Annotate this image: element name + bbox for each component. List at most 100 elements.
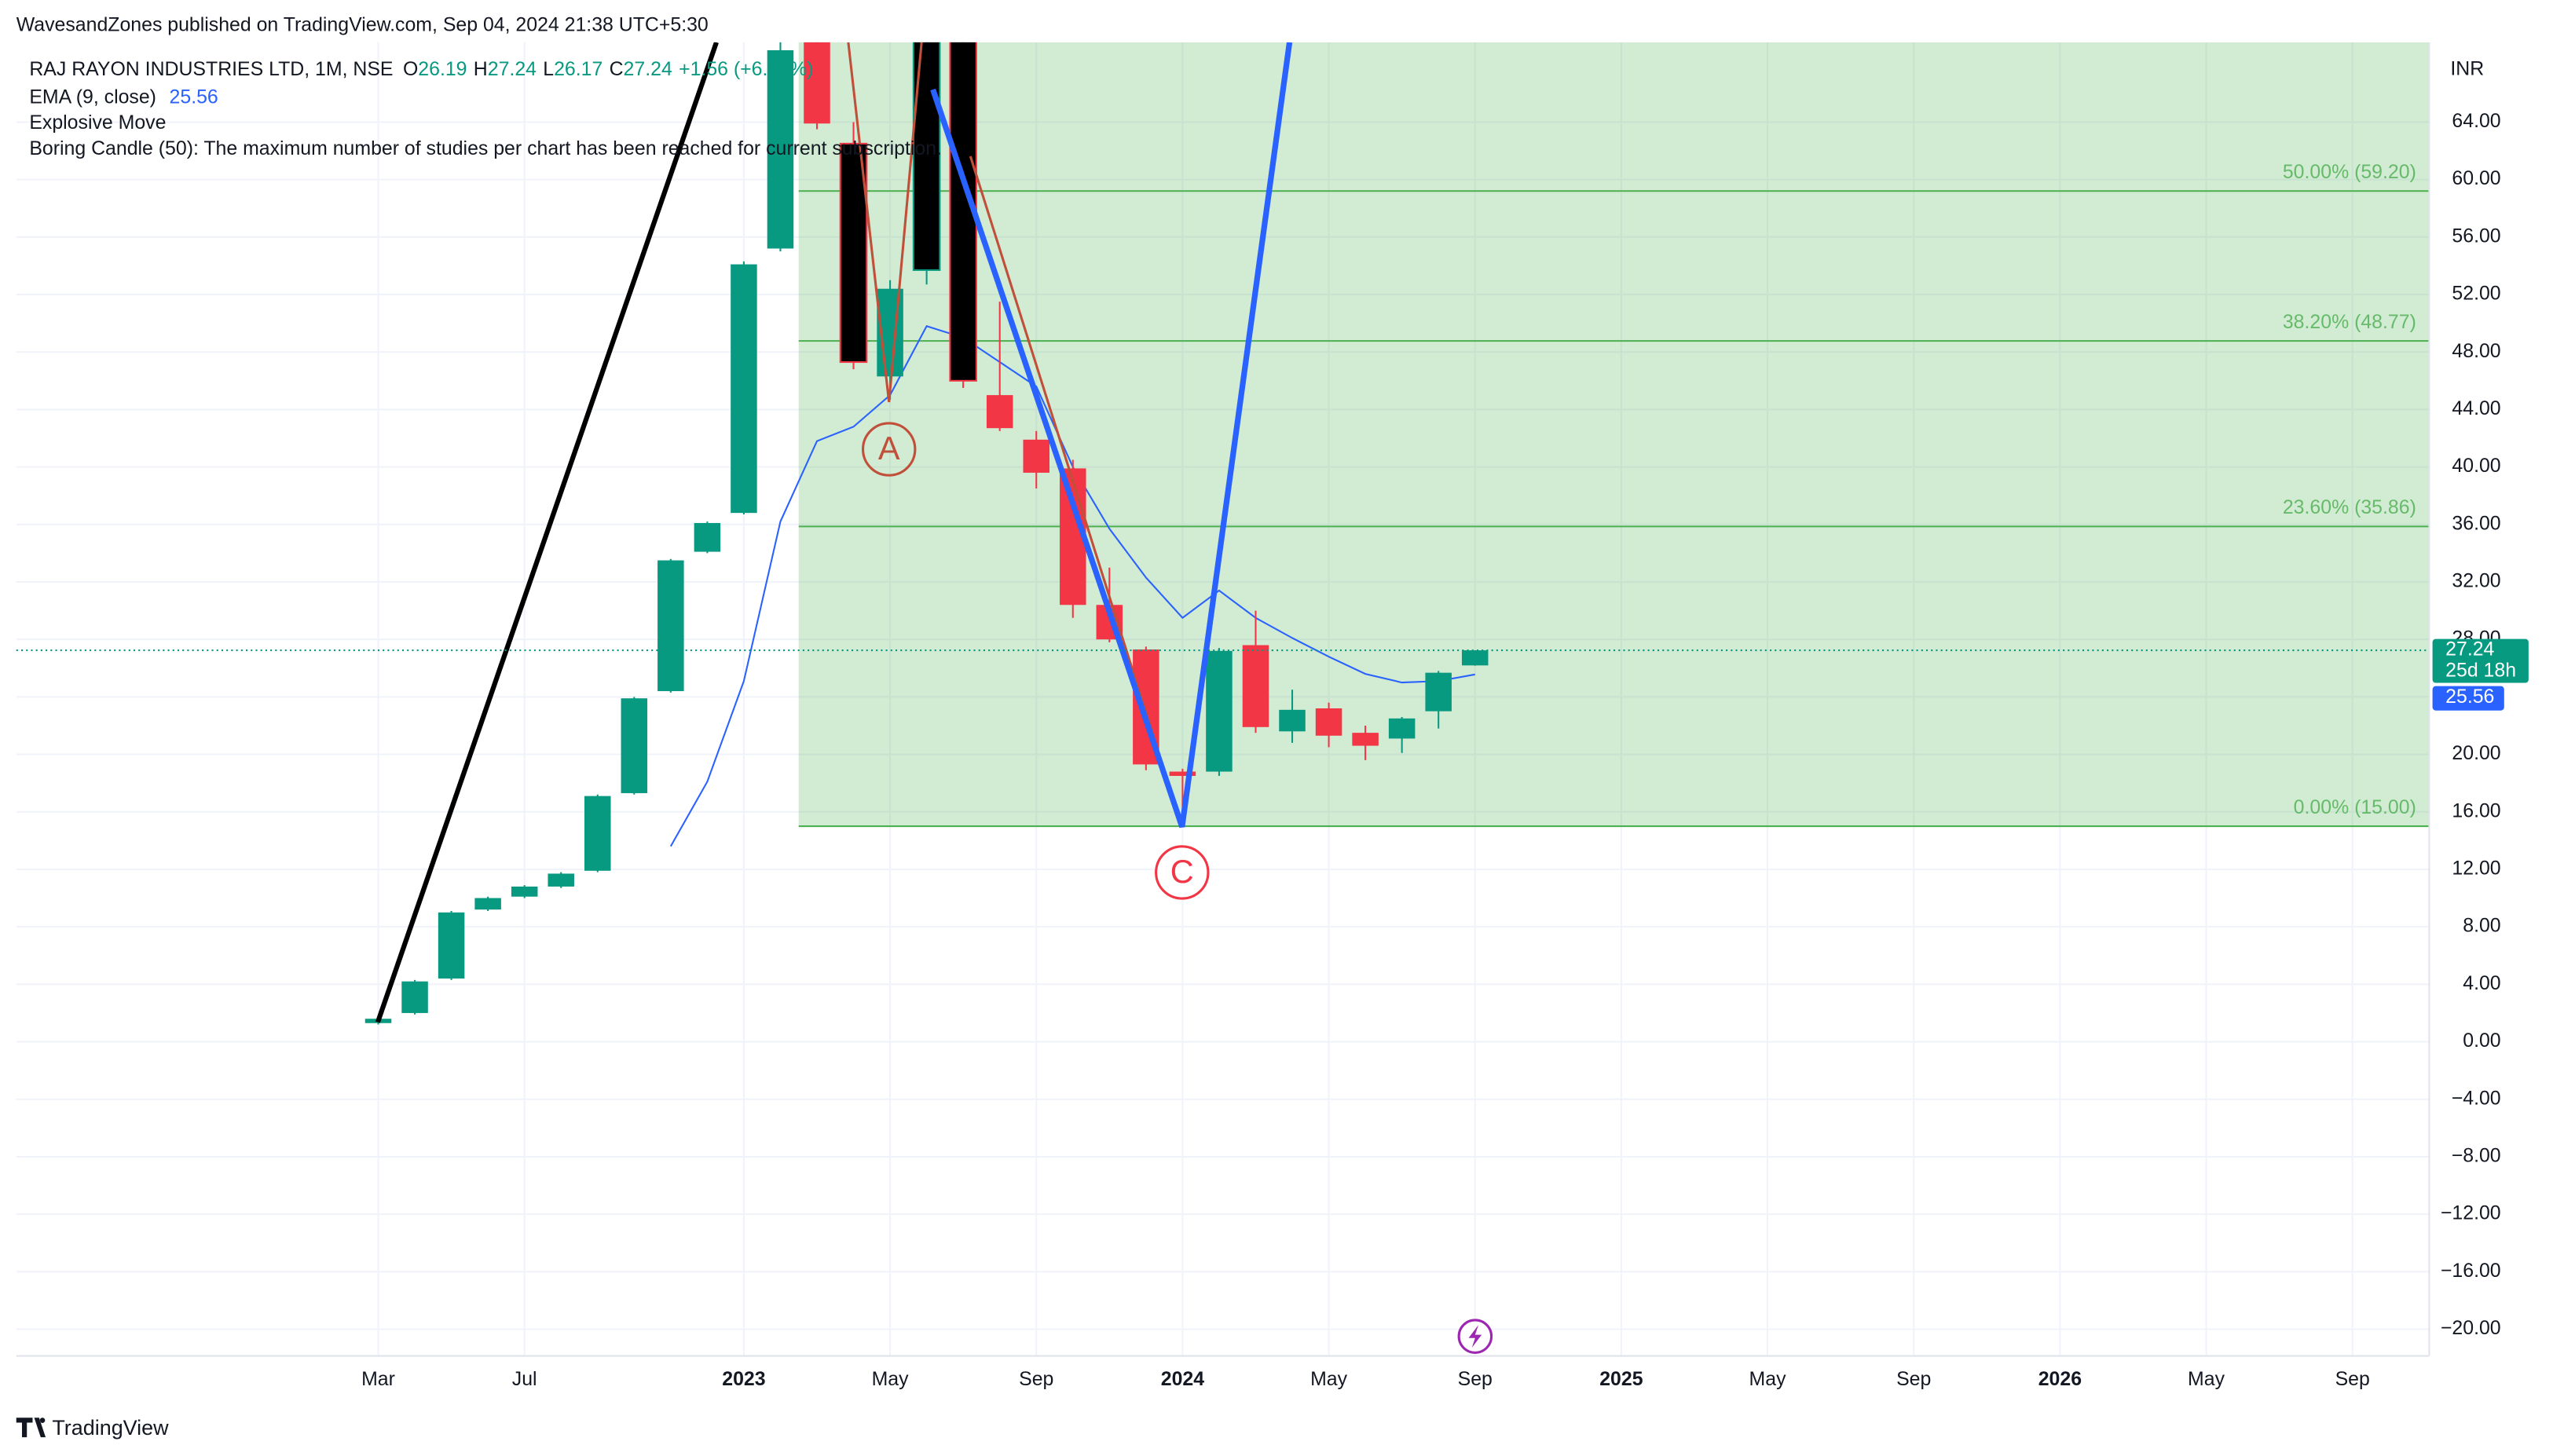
publisher: WavesandZones published on TradingView.c… [16, 14, 709, 36]
indicator: Explosive Move [29, 112, 166, 134]
legend-line: RAJ RAYON INDUSTRIES LTD, 1M, NSE O26.19 H… [29, 58, 813, 80]
x-tick-label: 2024 [1161, 1368, 1204, 1390]
y-tick-label: 56.00 [2452, 225, 2500, 247]
y-tick-label: 4.00 [2463, 972, 2500, 994]
price-label: 27.24 [2445, 638, 2494, 660]
candle-body [621, 698, 648, 793]
trend-line [375, 42, 719, 1023]
legend-ema: EMA (9, close) 25.56 [29, 86, 218, 108]
change: +1.56 (+6.07%) [679, 58, 813, 80]
y-tick-label: 44.00 [2452, 397, 2500, 419]
axes: −20.00 −16.00 −12.00 −8.00 −4.00 0.00 4.00 8.00… [361, 110, 2501, 1390]
fib-retracement: 0.00% (15.00) 23.60% (35.86) 38.20% (48.77… [798, 42, 2430, 828]
candle-body [839, 142, 868, 364]
y-tick-label: 20.00 [2452, 742, 2500, 764]
ema-value: 25.56 [170, 86, 218, 108]
x-tick-label: May [2188, 1368, 2225, 1390]
y-tick-label: 36.00 [2452, 512, 2500, 534]
y-tick-label: 60.00 [2452, 167, 2500, 189]
y-tick-label: 12.00 [2452, 858, 2500, 880]
wave-marker [1155, 845, 1210, 900]
candle-body [731, 264, 757, 514]
candle-body [438, 912, 465, 979]
candle-body [1425, 672, 1452, 712]
candle-body [1461, 650, 1489, 666]
ohlc-value: 27.24 [488, 58, 537, 80]
ohlc-value: 27.24 [624, 58, 672, 80]
candle-body [474, 898, 501, 910]
candle-body [401, 981, 428, 1013]
ema-name: EMA (9, close) [29, 86, 156, 108]
ohlc-prefix: C [610, 58, 624, 80]
projection-line [930, 42, 1293, 829]
candle-body [1388, 718, 1416, 739]
candle-body [511, 886, 538, 897]
y-tick-label: −8.00 [2452, 1144, 2501, 1166]
y-tick-label: −4.00 [2452, 1087, 2501, 1109]
y-tick-label: 8.00 [2463, 915, 2500, 937]
x-tick-label: Sep [1019, 1368, 1053, 1390]
candle-body [1315, 708, 1342, 736]
wave-label: A [878, 430, 900, 466]
candle-body [1279, 709, 1306, 732]
ohlc-value: 26.19 [418, 58, 467, 80]
ohlc-prefix: O [403, 58, 418, 80]
x-tick-label: Sep [2335, 1368, 2370, 1390]
candle-body [1352, 733, 1379, 746]
y-tick-label: 32.00 [2452, 570, 2500, 592]
fib-label: 38.20% (48.77) [2283, 311, 2416, 333]
y-tick-label: −20.00 [2441, 1317, 2501, 1339]
wave-line [847, 42, 923, 403]
x-tick-label: Jul [512, 1368, 537, 1390]
ema-box [2432, 686, 2504, 711]
wave-marker [861, 422, 917, 477]
candle-body [1169, 771, 1196, 777]
y-tick-label: 0.00 [2463, 1030, 2500, 1052]
candle-body [804, 42, 830, 124]
ohlc-prefix: H [474, 58, 488, 80]
symbol: RAJ RAYON INDUSTRIES LTD, 1M, NSE [29, 58, 393, 80]
price-box [2432, 638, 2529, 683]
candle-body [1023, 439, 1049, 473]
candle-body [767, 49, 794, 249]
x-tick-label: May [1310, 1368, 1348, 1390]
candle-body [584, 796, 611, 871]
fib-zone [798, 42, 2430, 827]
candle-body [1206, 650, 1233, 772]
candle-body [657, 560, 684, 692]
ema-label: 25.56 [2445, 686, 2494, 708]
y-tick-label: 64.00 [2452, 110, 2500, 132]
fib-label: 23.60% (35.86) [2283, 496, 2416, 518]
x-tick-label: 2026 [2038, 1368, 2082, 1390]
y-tick-label: 40.00 [2452, 455, 2500, 477]
y-tick-label: −12.00 [2441, 1202, 2501, 1224]
fib-label: 50.00% (59.20) [2283, 161, 2416, 183]
candle-body [694, 522, 721, 552]
ohlc-value: 26.17 [554, 58, 603, 80]
x-tick-label: Sep [1458, 1368, 1493, 1390]
x-tick-label: 2025 [1599, 1368, 1643, 1390]
currency: INR [2450, 58, 2484, 80]
brand-logo [16, 1418, 46, 1438]
countdown: 25d 18h [2445, 660, 2516, 682]
brand: TradingView [52, 1416, 169, 1440]
grid [16, 42, 2430, 1356]
ohlc-prefix: L [543, 58, 554, 80]
drawings: A C [375, 42, 1293, 1023]
candle-body [1242, 645, 1269, 727]
x-tick-label: 2023 [722, 1368, 765, 1390]
y-tick-label: −16.00 [2441, 1260, 2501, 1282]
y-tick-label: 16.00 [2452, 799, 2500, 821]
y-tick-label: 48.00 [2452, 340, 2500, 362]
indicator: Boring Candle (50): The maximum number o… [29, 137, 942, 159]
x-tick-label: Mar [361, 1368, 395, 1390]
y-tick-label: 52.00 [2452, 283, 2500, 305]
event-icon-bolt [1468, 1325, 1482, 1348]
x-tick-label: May [1749, 1368, 1787, 1390]
candle-body [986, 395, 1013, 429]
x-tick-label: May [872, 1368, 910, 1390]
x-tick-label: Sep [1896, 1368, 1931, 1390]
